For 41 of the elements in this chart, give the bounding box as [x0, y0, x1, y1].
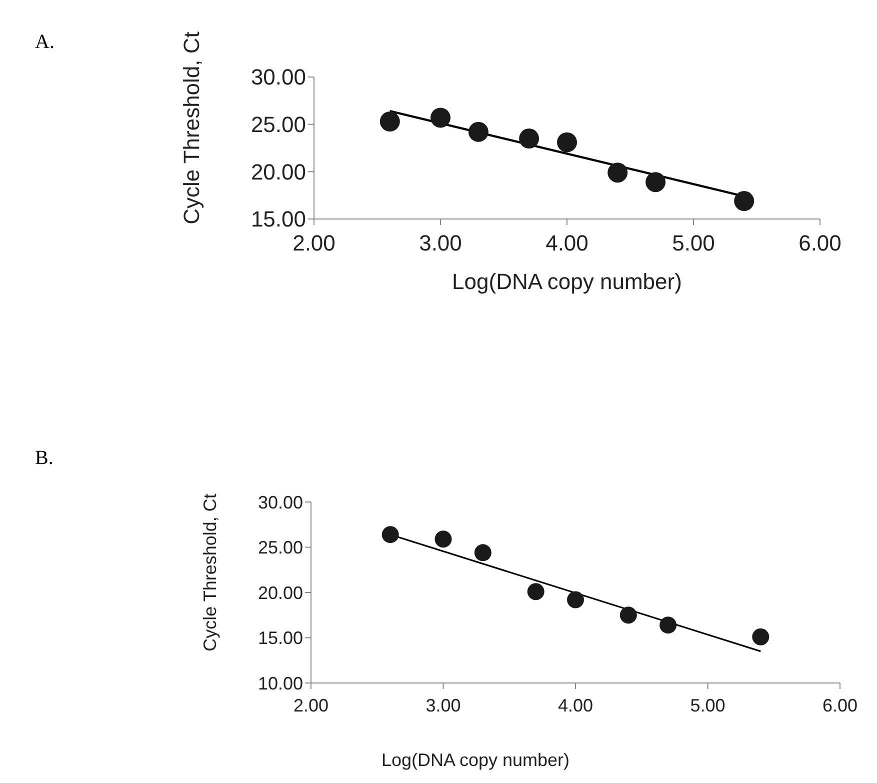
point — [734, 191, 754, 212]
point — [752, 628, 770, 646]
point — [380, 111, 400, 132]
y-tick-label: 15.00 — [258, 628, 303, 648]
point — [608, 162, 628, 183]
point — [434, 530, 452, 548]
point — [474, 544, 492, 562]
point — [382, 526, 399, 544]
y-tick-label: 20.00 — [258, 582, 303, 603]
point — [519, 128, 540, 149]
y-tick-label: 10.00 — [258, 673, 303, 694]
y-axis-title: Cycle Threshold, Ct — [179, 32, 204, 224]
y-tick-label: 20.00 — [250, 159, 306, 184]
point — [660, 616, 677, 634]
point — [527, 583, 544, 600]
x-tick-label: 2.00 — [293, 695, 329, 716]
x-tick-label: 6.00 — [822, 695, 858, 716]
x-axis-title: Log(DNA copy number) — [381, 750, 570, 770]
x-tick-label: 2.00 — [292, 230, 336, 256]
y-tick-label: 25.00 — [250, 112, 306, 138]
y-axis-title: Cycle Threshold, Ct — [200, 494, 220, 652]
point — [468, 122, 488, 142]
x-tick-label: 3.00 — [426, 695, 461, 716]
point — [430, 108, 450, 128]
x-tick-label: 5.00 — [690, 695, 726, 716]
text: A. — [35, 31, 54, 53]
point — [567, 591, 584, 608]
x-tick-label: 6.00 — [798, 230, 842, 256]
y-tick-label: 30.00 — [250, 64, 306, 90]
x-tick-label: 3.00 — [419, 230, 462, 256]
point — [557, 132, 577, 152]
point — [646, 172, 666, 192]
point — [620, 606, 637, 624]
x-tick-label: 5.00 — [672, 230, 715, 256]
y-tick-label: 30.00 — [258, 492, 303, 512]
x-tick-label: 4.00 — [558, 695, 594, 716]
y-tick-label: 25.00 — [258, 538, 303, 558]
x-tick-label: 4.00 — [546, 230, 588, 256]
text: B. — [35, 447, 54, 469]
x-axis-title: Log(DNA copy number) — [452, 269, 682, 294]
y-tick-label: 15.00 — [250, 206, 306, 232]
